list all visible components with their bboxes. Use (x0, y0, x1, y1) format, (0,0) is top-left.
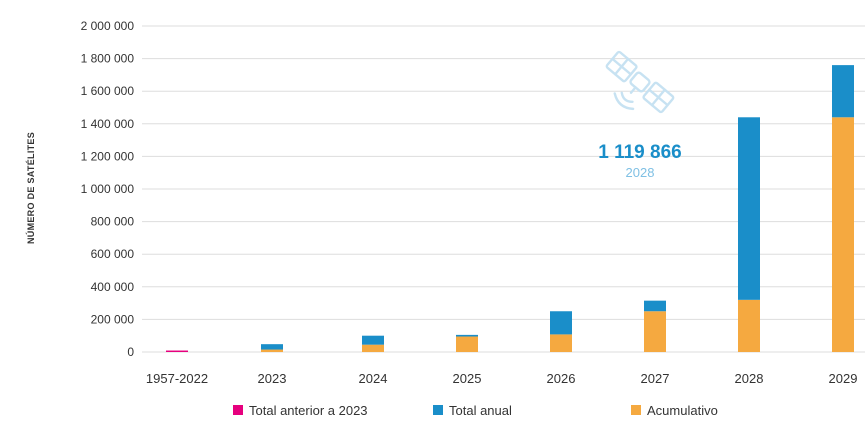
y-tick-label: 1 400 000 (81, 117, 135, 131)
y-axis-label: NÚMERO DE SATÉLITES (25, 132, 36, 244)
y-tick-label: 1 000 000 (81, 182, 135, 196)
legend-swatch (433, 405, 443, 415)
y-axis-ticks: 0 200 000 400 000 600 000 800 000 1 000 000 1 … (81, 19, 135, 359)
x-tick-label: 2026 (547, 371, 576, 386)
x-tick-label: 2027 (641, 371, 670, 386)
bar-total-anterior-a-2023-1957-2022 (166, 350, 188, 352)
y-tick-label: 1 200 000 (81, 149, 135, 163)
legend-swatch (233, 405, 243, 415)
bar-acumulativo-2029 (832, 117, 854, 352)
satellite-icon (605, 50, 675, 114)
x-tick-label: 1957-2022 (146, 371, 208, 386)
y-tick-label: 800 000 (91, 215, 135, 229)
y-tick-label: 1 800 000 (81, 52, 135, 66)
bars (166, 65, 854, 352)
bar-acumulativo-2023 (261, 349, 283, 352)
bar-acumulativo-2026 (550, 334, 572, 352)
y-tick-label: 1 600 000 (81, 84, 135, 98)
annotation-year: 2028 (626, 165, 655, 180)
legend-swatch (631, 405, 641, 415)
bar-total-anual-2025 (456, 334, 478, 337)
bar-acumulativo-2024 (362, 344, 384, 352)
bar-total-anual-2028 (738, 117, 760, 300)
bar-total-anual-2029 (832, 65, 854, 118)
legend-label: Total anual (449, 403, 512, 418)
bar-acumulativo-2028 (738, 299, 760, 352)
bar-total-anual-2024 (362, 335, 384, 345)
y-tick-label: 200 000 (91, 312, 135, 326)
bar-total-anual-2023 (261, 344, 283, 350)
grid-lines (142, 25, 865, 353)
annotation-value: 1 119 866 (598, 142, 681, 163)
x-tick-label: 2029 (829, 371, 858, 386)
bar-total-anual-2027 (644, 300, 666, 312)
y-tick-label: 2 000 000 (81, 19, 135, 33)
y-tick-label: 0 (127, 345, 134, 359)
legend: Total anterior a 2023 Total anual Acumulat… (233, 403, 718, 418)
x-tick-label: 2024 (359, 371, 388, 386)
bar-acumulativo-2027 (644, 311, 666, 352)
y-tick-label: 400 000 (91, 280, 135, 294)
y-tick-label: 600 000 (91, 247, 135, 261)
x-axis-ticks: 1957-2022 2023 2024 2025 2026 2027 2028 2029 (146, 371, 858, 386)
x-tick-label: 2028 (735, 371, 764, 386)
legend-label: Total anterior a 2023 (249, 403, 368, 418)
x-tick-label: 2025 (453, 371, 482, 386)
legend-label: Acumulativo (647, 403, 718, 418)
bar-total-anual-2026 (550, 311, 572, 335)
bar-acumulativo-2025 (456, 336, 478, 352)
x-tick-label: 2023 (258, 371, 287, 386)
